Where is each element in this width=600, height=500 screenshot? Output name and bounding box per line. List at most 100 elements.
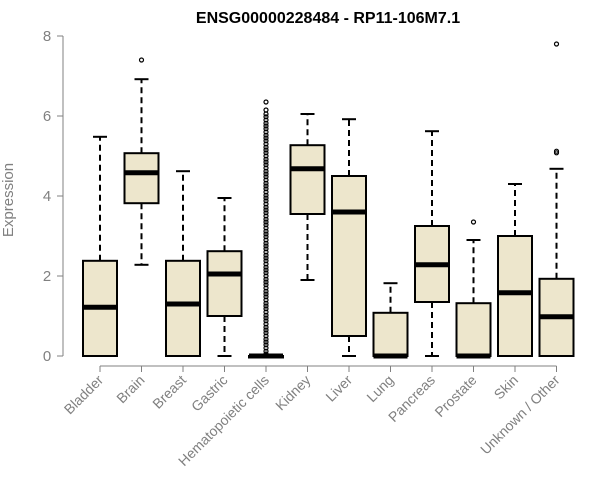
x-tick-label: Unknown / Other (477, 372, 563, 458)
outlier-point (263, 123, 269, 129)
outlier-point (263, 294, 269, 300)
box-rect (123, 152, 160, 205)
outlier-point (263, 303, 269, 309)
box-liver (331, 118, 367, 357)
box-pancreas (414, 130, 450, 357)
box-lung (372, 282, 409, 359)
chart-title: ENSG00000228484 - RP11-106M7.1 (196, 10, 460, 27)
outlier-point (263, 135, 269, 141)
outlier-point (263, 312, 269, 318)
outlier-point (470, 219, 477, 225)
outlier-point (263, 243, 269, 249)
outlier-point (263, 318, 269, 324)
box-skin (497, 183, 533, 357)
box-unknown-other (538, 41, 575, 357)
outlier-point (263, 285, 269, 291)
box-rect (289, 144, 326, 215)
y-axis: 0 2 4 6 8 (43, 28, 64, 365)
outlier-point (263, 336, 269, 342)
outlier-point (263, 99, 269, 105)
outlier-point (263, 195, 269, 201)
x-tick-label: Bladder (61, 372, 107, 418)
outlier-point (263, 141, 269, 147)
outlier-point (263, 107, 269, 113)
outlier-point (263, 177, 269, 183)
x-tick-label: Brain (113, 372, 147, 406)
y-tick-label: 0 (43, 348, 51, 365)
outlier-point (263, 204, 269, 210)
outlier-point (263, 228, 269, 234)
outlier-point (263, 267, 269, 273)
outlier-point (553, 148, 560, 154)
outlier-point (263, 210, 269, 216)
outlier-point (263, 162, 269, 168)
outlier-point (263, 255, 269, 261)
outlier-point (263, 189, 269, 195)
outlier-point (263, 159, 269, 165)
outlier-point (263, 252, 269, 258)
outlier-point (263, 198, 269, 204)
outlier-point (263, 297, 269, 303)
outlier-point (263, 138, 269, 144)
outlier-point (263, 339, 269, 345)
outlier-point (263, 129, 269, 135)
outlier-point (263, 222, 269, 228)
x-tick-label: Liver (322, 372, 355, 405)
outlier-point (263, 180, 269, 186)
outlier-point (263, 117, 269, 123)
outlier-point (263, 279, 269, 285)
box-kidney (289, 113, 326, 281)
outlier-point (263, 126, 269, 132)
outlier-point (263, 282, 269, 288)
outlier-point (263, 153, 269, 159)
outlier-point (263, 213, 269, 219)
y-tick-label: 8 (43, 28, 51, 45)
outlier-point (263, 342, 269, 348)
y-tick-label: 6 (43, 108, 51, 125)
outlier-point (263, 192, 269, 198)
outlier-point (263, 132, 269, 138)
outlier-point (263, 216, 269, 222)
box-rect (372, 311, 409, 357)
outlier-point (263, 345, 269, 351)
box-bladder (82, 135, 118, 357)
outlier-point (263, 327, 269, 333)
outlier-point (263, 237, 269, 243)
outlier-point (263, 144, 269, 150)
outlier-point (263, 246, 269, 252)
outlier-point (263, 288, 269, 294)
outlier-point (263, 261, 269, 267)
outlier-point (263, 156, 269, 162)
box-rect (165, 259, 201, 357)
outlier-point (263, 324, 269, 330)
outlier-point (263, 186, 269, 192)
outlier-point (263, 300, 269, 306)
plot-area (82, 41, 575, 359)
outlier-point (263, 306, 269, 312)
box-rect (455, 302, 492, 358)
outlier-point (263, 348, 269, 354)
box-breast (165, 170, 201, 357)
outlier-point (263, 219, 269, 225)
y-axis-label: Expression (0, 163, 17, 237)
box-prostate (455, 219, 492, 359)
outlier-point (263, 147, 269, 153)
outlier-point (263, 258, 269, 264)
box-rect (331, 175, 367, 337)
box-rect (206, 250, 243, 317)
box-gastric (206, 197, 243, 357)
outlier-point (263, 330, 269, 336)
outlier-point (263, 309, 269, 315)
outlier-point (263, 114, 269, 120)
x-tick-label: Prostate (431, 372, 479, 420)
outlier-point (263, 150, 269, 156)
box-hematopoietic-cells (248, 99, 284, 359)
outlier-point (263, 183, 269, 189)
box-brain (123, 57, 160, 266)
outlier-point (138, 57, 145, 63)
outlier-point (263, 207, 269, 213)
x-tick-label: Lung (363, 372, 396, 405)
outlier-point (263, 171, 269, 177)
outlier-point (263, 225, 269, 231)
